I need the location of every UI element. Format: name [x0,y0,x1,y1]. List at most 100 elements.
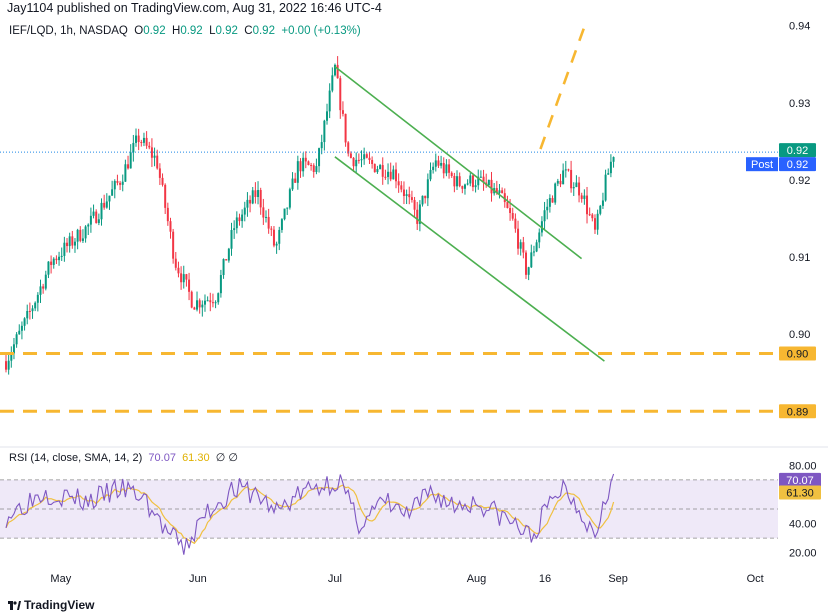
post-price-tag-bg [779,157,816,172]
candle-body [310,164,313,166]
level-090-tag: 0.90 [787,348,808,360]
y-tick-label: 0.92 [789,175,810,187]
candle-body [169,221,172,232]
candle-body [129,152,132,169]
candle-body [572,187,575,189]
candle-body [233,228,236,231]
candle-body [501,190,504,194]
candle-body [95,211,98,223]
candle-body [477,176,480,186]
candle-body [323,120,326,143]
candle-body [400,185,403,190]
level-090-tag-bg [779,346,816,361]
candle-body [482,176,485,183]
candle-body [47,261,50,275]
x-tick-label: Jun [189,573,207,585]
candle-body [318,148,321,167]
symbol-legend[interactable]: IEF/LQD, 1h, NASDAQ O0.92 H0.92 L0.92 C0… [9,25,361,37]
candle-body [339,78,342,111]
candle-body [150,147,153,158]
candle-body [517,228,520,249]
candle-body [31,308,34,312]
candle-body [490,179,493,194]
axis-labels: 0.94 0.93 0.92 0.91 0.90 May Jun Jul Aug 16 Sep Oct… [50,21,816,585]
candle-body [182,274,185,283]
candle-body [421,195,424,205]
candle-body [217,293,220,303]
candle-body [89,215,92,225]
candle-body [87,224,90,227]
rsi-sma-line [5,484,615,545]
candle-body [71,236,74,246]
candle-body [352,157,355,167]
candle-body [219,275,222,294]
x-tick-label: Aug [467,573,487,585]
candle-body [551,198,554,203]
publish-header: Jay1104 published on TradingView.com, Au… [7,1,382,15]
candle-body [257,189,260,197]
y-tick-label: 0.90 [789,329,810,341]
candle-body [408,194,411,198]
candle-body [270,228,273,230]
candle-body [280,219,283,230]
rsi-line [5,473,615,555]
candle-body [307,161,310,165]
candle-body [511,213,514,219]
candle-body [211,302,214,304]
candle-body [440,162,443,166]
tradingview-logo[interactable]: TradingView [8,598,94,612]
candle-body [389,171,392,180]
y-tick-label: 0.91 [789,252,810,264]
candle-body [609,161,612,174]
change-value: +0.00 (+0.13%) [281,25,361,37]
last-price-tag-bg [779,143,816,158]
candle-body [586,195,589,215]
candle-body [548,198,551,207]
candle-body [18,330,21,335]
x-tick-label: Oct [747,573,764,585]
candle-body [63,242,66,256]
candle-body [434,160,437,167]
high-value: 0.92 [180,25,203,37]
candle-body [461,186,464,189]
candle-body [55,258,58,261]
candle-body [445,164,448,174]
candle-body [26,310,29,319]
candle-body [588,214,591,216]
candle-body [424,195,427,199]
candle-body [161,177,164,185]
candle-body [127,164,130,169]
candle-body [365,154,368,158]
candle-body [522,242,525,253]
x-tick-label: Sep [608,573,628,585]
candle-body [15,334,18,345]
candle-body [448,164,451,173]
candle-body [148,145,151,148]
candle-body [225,259,228,261]
candle-body [275,243,278,246]
candle-body [196,300,199,310]
price-candles [5,56,615,375]
candle-body [198,300,201,308]
candle-body [349,153,352,158]
candle-body [23,318,26,326]
candle-body [81,238,84,241]
candle-body [532,251,535,253]
candle-body [575,182,578,188]
candle-body [387,171,390,177]
candle-body [116,181,119,183]
candle-body [392,169,395,180]
candle-body [363,154,366,160]
candle-body [156,155,159,169]
candle-body [44,274,47,289]
candle-body [527,267,530,275]
candle-body [328,90,331,112]
candle-body [509,208,512,214]
candle-body [206,300,209,302]
candle-body [20,325,23,331]
candle-body [12,344,15,354]
candle-body [283,208,286,220]
rsi-legend[interactable]: RSI (14, close, SMA, 14, 2) 70.07 61.30 … [9,451,238,464]
candle-body [299,161,302,172]
